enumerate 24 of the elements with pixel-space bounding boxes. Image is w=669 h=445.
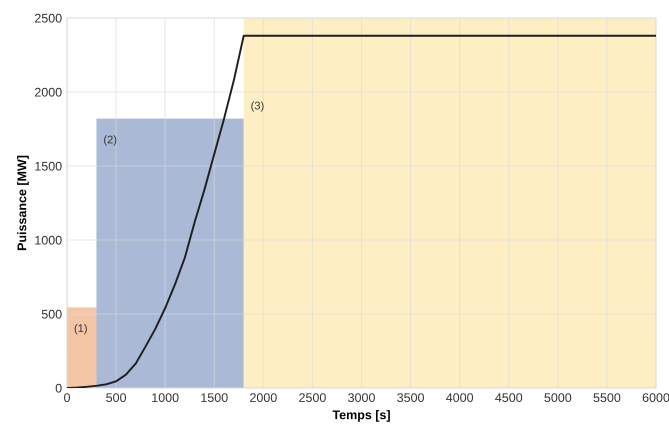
x-tick-label: 5000 [544,393,572,402]
y-tick-label: 2500 [34,14,62,23]
x-tick-label: 6000 [642,393,669,402]
x-tick-label: 3500 [397,393,424,402]
y-tick-label: 0 [56,384,62,393]
x-tick-label: 4500 [495,393,522,402]
x-tick-label: 3000 [348,393,375,402]
y-tick-label: 1500 [35,162,62,171]
x-tick-label: 2000 [250,393,277,402]
annotation: (1) [74,324,87,334]
x-tick-label: 5500 [594,393,620,402]
x-tick-label: 4000 [446,393,474,402]
x-tick-label: 2500 [299,393,326,402]
y-tick-label: 1000 [35,236,62,245]
y-tick-label: 2000 [34,88,62,97]
x-tick-label: 500 [106,393,126,402]
x-axis-title: Temps [s] [332,410,390,422]
x-tick-label: 0 [64,393,70,402]
x-tick-label: 1500 [201,393,228,402]
annotation: (3) [251,101,264,112]
x-tick-label: 1000 [152,393,179,402]
y-tick-label: 500 [42,310,62,319]
annotation: (2) [104,135,116,146]
y-axis-title: Puissance [MW] [17,156,29,250]
